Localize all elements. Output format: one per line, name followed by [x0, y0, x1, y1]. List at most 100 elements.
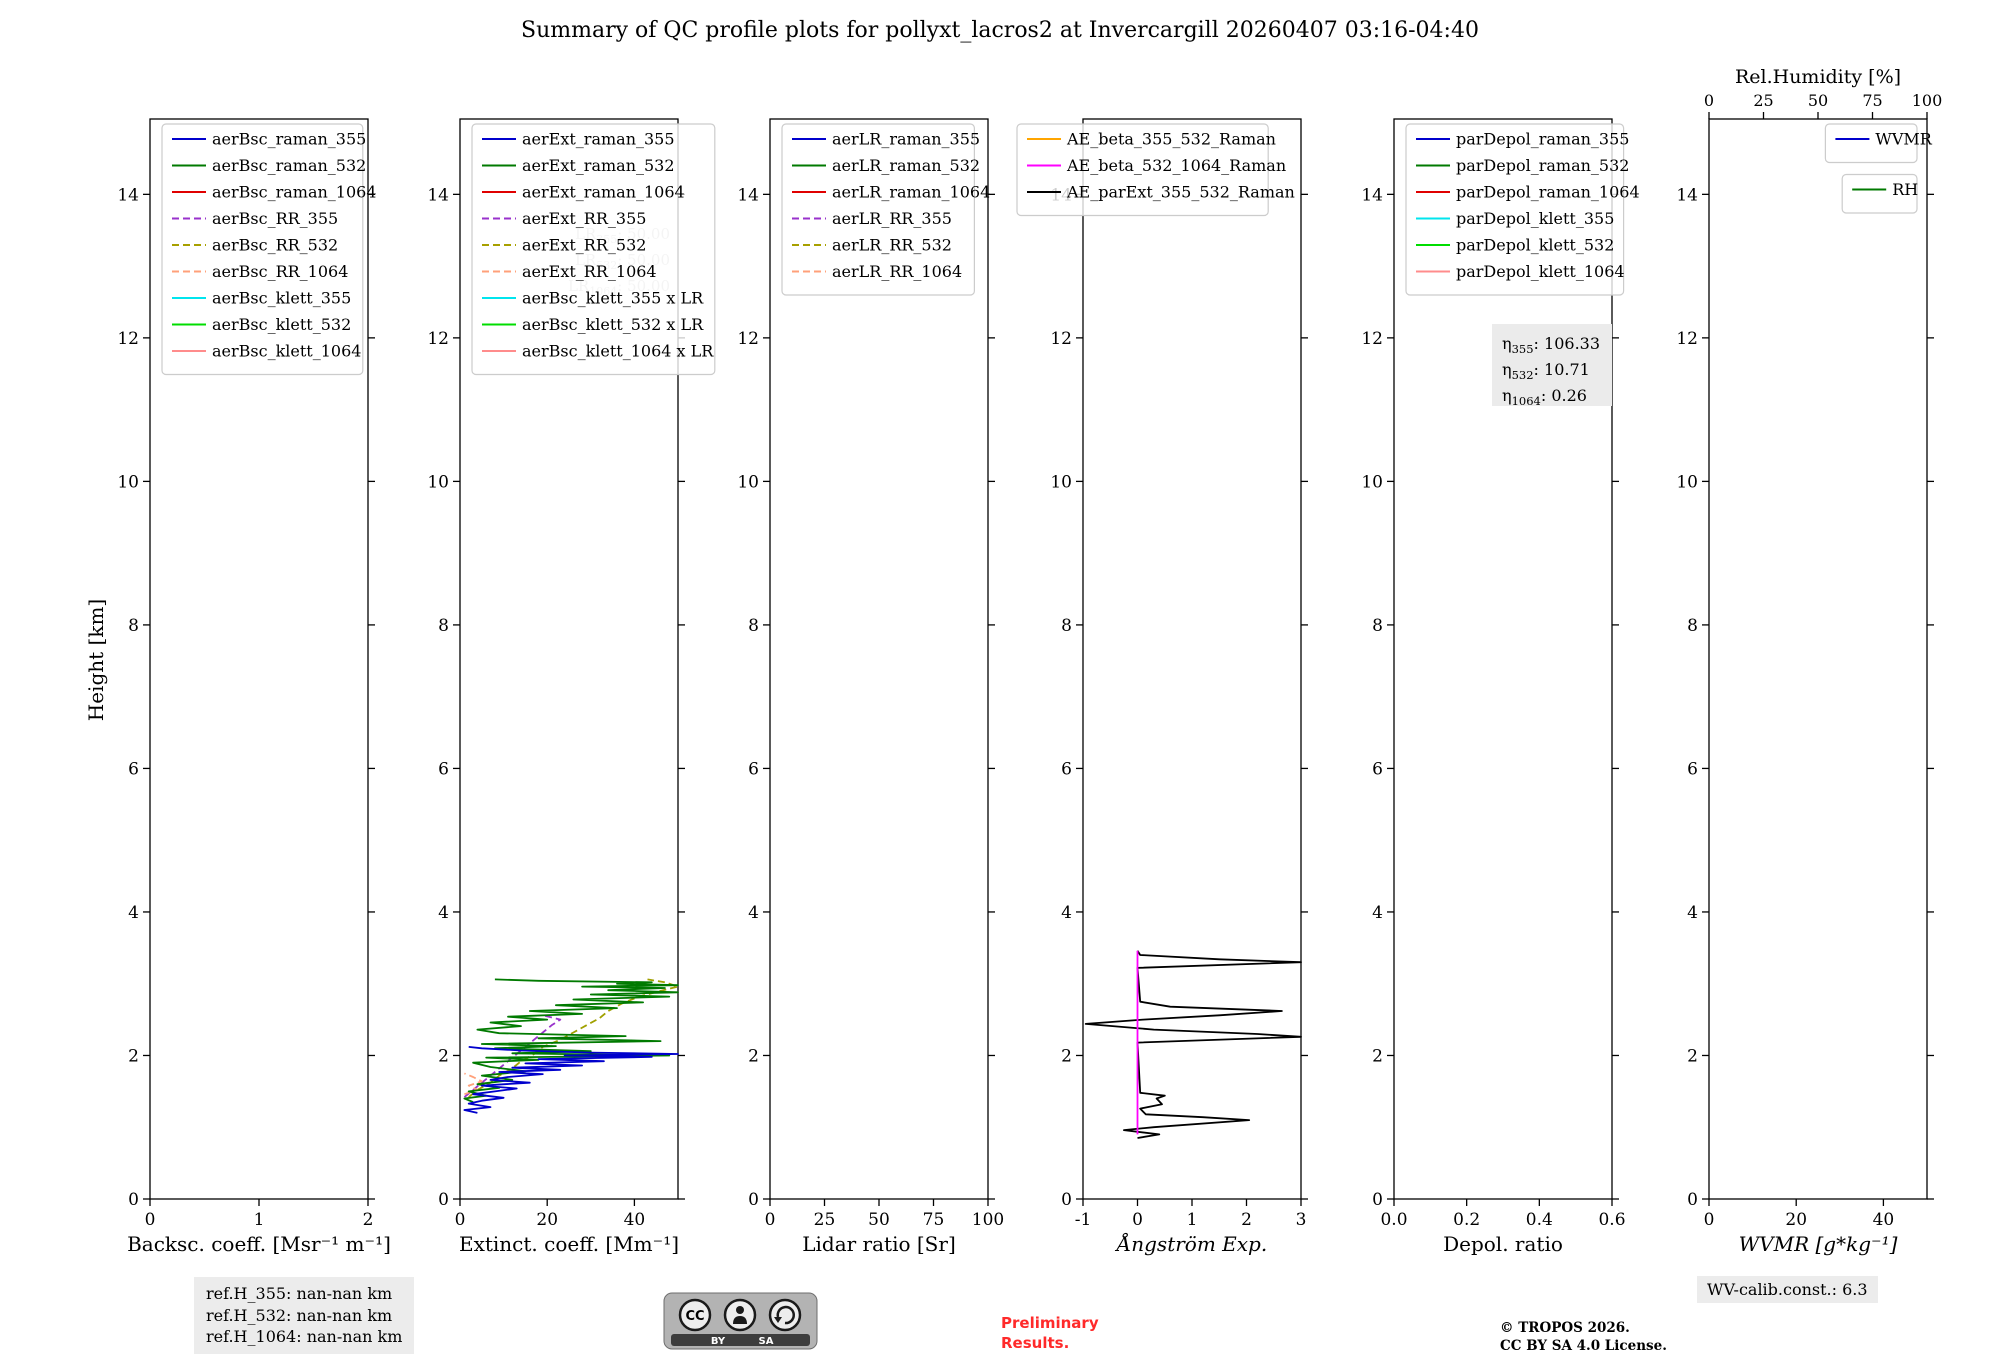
svg-text:10: 10 — [1361, 472, 1383, 492]
svg-text:η1064: 0.26: η1064: 0.26 — [1502, 386, 1587, 408]
copyright-note: © TROPOS 2026. CC BY SA 4.0 License. — [1500, 1320, 1667, 1354]
series-aerExt_raman_532 — [463, 978, 679, 1103]
svg-text:10: 10 — [427, 472, 449, 492]
xlabel-extinction: Extinct. coeff. [Mm⁻¹] — [459, 1232, 679, 1256]
wv-calibration-box: WV-calib.const.: 6.3 — [1697, 1276, 1878, 1303]
svg-text:aerExt_RR_532: aerExt_RR_532 — [522, 236, 646, 255]
svg-text:0.4: 0.4 — [1526, 1210, 1553, 1230]
svg-text:0: 0 — [438, 1190, 449, 1210]
svg-text:12: 12 — [427, 329, 449, 349]
svg-text:10: 10 — [1050, 472, 1072, 492]
svg-text:AE_beta_532_1064_Raman: AE_beta_532_1064_Raman — [1066, 156, 1286, 175]
svg-text:0: 0 — [145, 1210, 156, 1230]
svg-text:8: 8 — [1687, 616, 1698, 636]
svg-text:14: 14 — [427, 185, 449, 205]
figure-title: Summary of QC profile plots for pollyxt_… — [521, 18, 1479, 43]
svg-text:12: 12 — [1050, 329, 1072, 349]
svg-text:0: 0 — [1061, 1190, 1072, 1210]
svg-text:14: 14 — [1361, 185, 1383, 205]
svg-text:14: 14 — [1676, 185, 1698, 205]
svg-text:aerLR_raman_532: aerLR_raman_532 — [832, 156, 980, 175]
svg-text:20: 20 — [1785, 1210, 1807, 1230]
svg-text:aerBsc_klett_532 x LR: aerBsc_klett_532 x LR — [522, 315, 704, 334]
svg-text:aerExt_RR_355: aerExt_RR_355 — [522, 209, 646, 228]
legend: WVMR — [1824, 123, 1933, 164]
svg-text:6: 6 — [748, 759, 759, 779]
legend: aerExt_raman_355 aerExt_raman_532 aerExt_r… — [471, 123, 716, 376]
svg-text:14: 14 — [737, 185, 759, 205]
svg-text:8: 8 — [128, 616, 139, 636]
cc-by-label: BY — [711, 1336, 726, 1347]
svg-text:aerExt_raman_532: aerExt_raman_532 — [522, 156, 675, 175]
svg-text:6: 6 — [1687, 759, 1698, 779]
svg-text:aerBsc_raman_1064: aerBsc_raman_1064 — [212, 183, 377, 202]
svg-text:8: 8 — [1061, 616, 1072, 636]
svg-text:25: 25 — [814, 1210, 836, 1230]
svg-text:1: 1 — [1187, 1210, 1198, 1230]
svg-text:100: 100 — [972, 1210, 1004, 1230]
svg-text:4: 4 — [1687, 903, 1698, 923]
xlabel-wvmr: WVMR [g*kg⁻¹] — [1739, 1232, 1898, 1256]
xlabel-depol-ratio: Depol. ratio — [1443, 1232, 1563, 1256]
svg-text:aerBsc_raman_532: aerBsc_raman_532 — [212, 156, 366, 175]
svg-text:14: 14 — [117, 185, 139, 205]
svg-text:aerBsc_klett_1064: aerBsc_klett_1064 — [212, 342, 361, 361]
svg-text:0: 0 — [1372, 1190, 1383, 1210]
ref-height-355: ref.H_355: nan-nan km — [206, 1284, 393, 1303]
svg-text:4: 4 — [438, 903, 449, 923]
svg-text:10: 10 — [117, 472, 139, 492]
svg-text:parDepol_raman_355: parDepol_raman_355 — [1456, 130, 1629, 149]
svg-text:aerLR_raman_355: aerLR_raman_355 — [832, 130, 980, 149]
svg-text:parDepol_klett_355: parDepol_klett_355 — [1456, 209, 1614, 228]
svg-text:12: 12 — [1361, 329, 1383, 349]
top-axis-label: Rel.Humidity [%] — [1735, 66, 1901, 88]
svg-text:0: 0 — [1704, 1210, 1715, 1230]
svg-text:8: 8 — [1372, 616, 1383, 636]
svg-text:50: 50 — [1808, 91, 1828, 110]
svg-text:0.0: 0.0 — [1380, 1210, 1407, 1230]
svg-text:8: 8 — [438, 616, 449, 636]
preliminary-results-note: Preliminary Results. — [1001, 1314, 1099, 1352]
svg-text:aerLR_RR_355: aerLR_RR_355 — [832, 209, 952, 228]
svg-text:0: 0 — [765, 1210, 776, 1230]
svg-text:40: 40 — [1873, 1210, 1895, 1230]
svg-text:aerBsc_klett_355 x LR: aerBsc_klett_355 x LR — [522, 289, 704, 308]
ref-height-532: ref.H_532: nan-nan km — [206, 1305, 393, 1325]
svg-text:0.2: 0.2 — [1453, 1210, 1480, 1230]
svg-text:2: 2 — [363, 1210, 374, 1230]
svg-text:aerLR_RR_532: aerLR_RR_532 — [832, 236, 952, 255]
ref-height-1064: ref.H_1064: nan-nan km — [206, 1327, 403, 1347]
svg-text:η532: 10.71: η532: 10.71 — [1502, 360, 1590, 382]
svg-text:4: 4 — [1372, 903, 1383, 923]
svg-text:50: 50 — [868, 1210, 890, 1230]
svg-text:η355: 106.33: η355: 106.33 — [1502, 334, 1600, 356]
series-aerExt_raman_355 — [463, 1046, 679, 1114]
cc-icon — [678, 1298, 712, 1332]
svg-text:12: 12 — [737, 329, 759, 349]
svg-text:12: 12 — [1676, 329, 1698, 349]
share-alike-icon — [768, 1298, 802, 1332]
svg-text:parDepol_raman_532: parDepol_raman_532 — [1456, 156, 1629, 175]
svg-text:0.6: 0.6 — [1598, 1210, 1625, 1230]
xlabel-angstroem-exp: Ångström Exp. — [1115, 1231, 1267, 1256]
svg-text:6: 6 — [1061, 759, 1072, 779]
svg-text:40: 40 — [624, 1210, 646, 1230]
svg-text:aerBsc_RR_1064: aerBsc_RR_1064 — [212, 262, 348, 281]
svg-text:10: 10 — [1676, 472, 1698, 492]
reference-height-box: ref.H_355: nan-nan km ref.H_532: nan-nan… — [194, 1277, 415, 1354]
svg-text:4: 4 — [748, 903, 759, 923]
svg-text:6: 6 — [1372, 759, 1383, 779]
svg-text:20: 20 — [536, 1210, 558, 1230]
svg-text:aerBsc_klett_532: aerBsc_klett_532 — [212, 315, 351, 334]
svg-text:RH: RH — [1892, 180, 1918, 199]
svg-text:4: 4 — [1061, 903, 1072, 923]
svg-text:AE_parExt_355_532_Raman: AE_parExt_355_532_Raman — [1066, 183, 1295, 202]
svg-text:2: 2 — [128, 1046, 139, 1066]
svg-text:3: 3 — [1296, 1210, 1307, 1230]
